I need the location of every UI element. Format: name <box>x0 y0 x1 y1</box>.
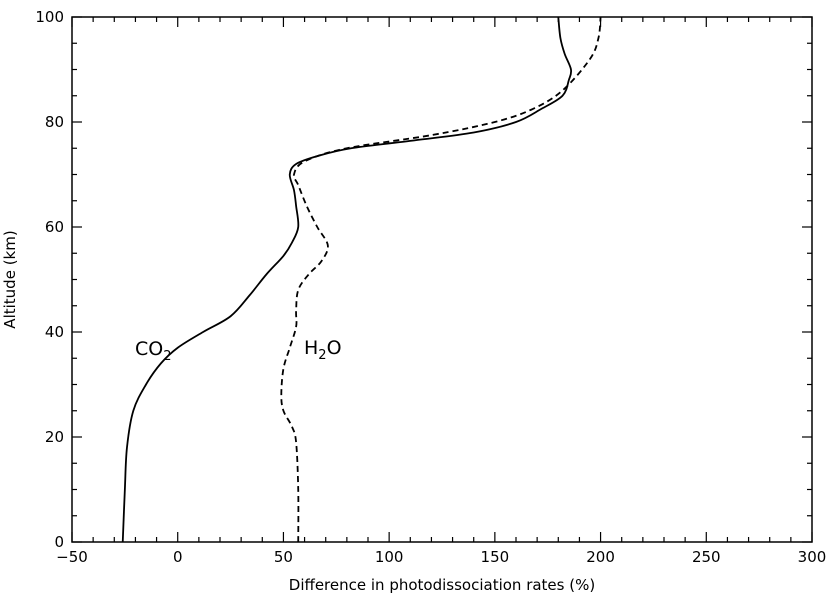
co2-series-line <box>121 16 573 543</box>
x-tick-label: 100 <box>375 548 404 566</box>
series-group <box>121 16 602 543</box>
co2-label-main: CO <box>135 338 163 360</box>
y-tick-label: 0 <box>54 533 64 551</box>
ticks-group <box>71 16 813 543</box>
x-tick-label: −50 <box>56 548 88 566</box>
y-tick-label: 60 <box>45 218 64 236</box>
y-tick-label: 40 <box>45 323 64 341</box>
h2o-label-main: H <box>304 337 318 359</box>
h2o-series-label: H2O <box>304 337 342 363</box>
x-tick-label: 200 <box>586 548 615 566</box>
x-tick-label: 250 <box>692 548 721 566</box>
plot-frame <box>71 16 813 543</box>
x-tick-label: 0 <box>173 548 183 566</box>
x-axis-label: Difference in photodissociation rates (%… <box>289 576 595 594</box>
x-tick-label: 300 <box>798 548 827 566</box>
x-tick-label: 50 <box>274 548 293 566</box>
y-tick-label: 100 <box>35 8 64 26</box>
x-tick-label: 150 <box>481 548 510 566</box>
co2-label-subscript: 2 <box>163 349 171 364</box>
y-tick-label: 80 <box>45 113 64 131</box>
y-axis-label: Altitude (km) <box>1 230 19 328</box>
co2-series-label: CO2 <box>135 338 172 364</box>
h2o-label-subscript: 2 <box>318 348 326 363</box>
h2o-series-line <box>280 16 602 543</box>
h2o-label-tail: O <box>327 337 342 359</box>
y-tick-label: 20 <box>45 428 64 446</box>
